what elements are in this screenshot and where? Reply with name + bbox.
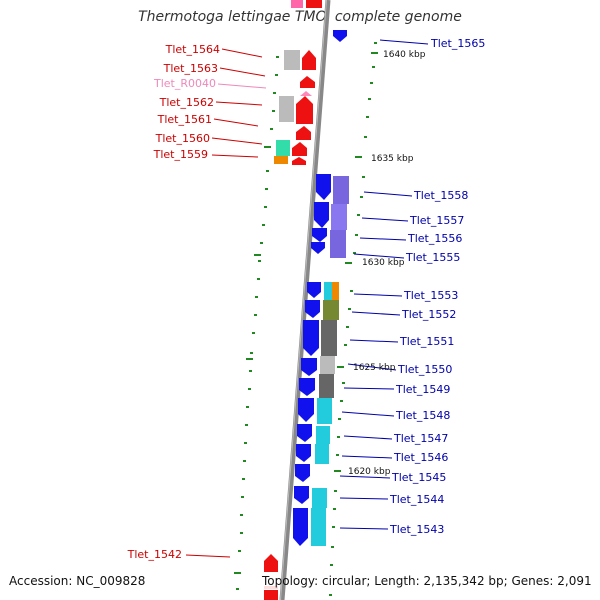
gene-block-1560 (276, 140, 290, 156)
gene-arrow-1563 (300, 76, 315, 88)
right-gene-labels: Tlet_1565 Tlet_1558 Tlet_1557 Tlet_1556 … (389, 37, 485, 536)
gene-label-right[interactable]: Tlet_1552 (401, 308, 456, 321)
ruler-label: 1630 kbp (362, 258, 405, 268)
gene-block-1559 (274, 156, 288, 164)
gene-label-right[interactable]: Tlet_1550 (397, 363, 452, 376)
gene-arrow-1562 (296, 96, 313, 124)
domain-block-1543 (311, 508, 326, 546)
gene-label-right[interactable]: Tlet_1553 (403, 289, 458, 302)
left-tick-marks (234, 56, 279, 590)
ruler-label: 1625 kbp (353, 363, 396, 373)
domain-block-1550 (320, 356, 335, 374)
gene-arrow-1547 (297, 424, 312, 442)
genome-backbone-highlight (280, 0, 327, 600)
domain-block-1558 (333, 176, 349, 204)
gene-label-right[interactable]: Tlet_1555 (405, 251, 460, 264)
gene-arrow-1558 (316, 174, 331, 200)
gene-arrow-1559 (292, 157, 306, 165)
gene-arrow-1546 (296, 444, 311, 462)
left-strand-genes (264, 0, 322, 600)
gene-stub-bottom (264, 586, 278, 589)
gene-arrow-1560 (292, 142, 307, 156)
rna-leader-line (217, 83, 267, 89)
gene-label-right[interactable]: Tlet_1546 (393, 451, 448, 464)
right-tick-marks (329, 42, 378, 596)
domain-block-1552 (323, 300, 339, 320)
gene-block-1562 (279, 96, 294, 122)
left-gene-labels: Tlet_1564 Tlet_1563 Tlet_R0040 Tlet_1562… (127, 43, 220, 561)
gene-label-left[interactable]: Tlet_1560 (155, 132, 210, 145)
gene-label-left[interactable]: Tlet_1542 (127, 548, 182, 561)
gene-arrow-1552 (305, 300, 320, 318)
gene-label-right[interactable]: Tlet_1549 (395, 383, 450, 396)
gene-arrow-1564 (302, 50, 316, 70)
gene-label-right[interactable]: Tlet_1544 (389, 493, 444, 506)
gene-arrow-1549 (299, 378, 315, 396)
gene-label-right[interactable]: Tlet_1545 (391, 471, 446, 484)
gene-label-right[interactable]: Tlet_1548 (395, 409, 450, 422)
gene-label-left[interactable]: Tlet_1561 (157, 113, 212, 126)
gene-label-right[interactable]: Tlet_1558 (413, 189, 468, 202)
gene-label-right[interactable]: Tlet_1551 (399, 335, 454, 348)
gene-label-left[interactable]: Tlet_1564 (165, 43, 220, 56)
left-leader-lines (185, 48, 266, 558)
domain-block-1556 (330, 230, 346, 258)
ruler-label: 1620 kbp (348, 467, 391, 477)
gene-arrow-1544 (294, 486, 309, 504)
gene-arrow-1543 (293, 508, 308, 546)
map-title: Thermotoga lettingae TMO, complete genom… (138, 9, 462, 25)
gene-arrow-1557 (314, 202, 329, 228)
gene-label-right[interactable]: Tlet_1556 (407, 232, 462, 245)
right-leader-lines (339, 39, 429, 530)
gene-arrow-1553 (307, 282, 321, 298)
domain-block-1553a (324, 282, 332, 300)
gene-label-right[interactable]: Tlet_1565 (430, 37, 485, 50)
gene-arrow-1550 (301, 358, 317, 376)
domain-block-1546 (315, 444, 329, 464)
gene-arrow-r0040 (300, 91, 312, 96)
gene-arrow-1545 (295, 464, 310, 482)
gene-label-left[interactable]: Tlet_1562 (159, 96, 214, 109)
gene-arrow-1542 (264, 554, 278, 572)
gene-arrow-1555 (311, 242, 325, 254)
domain-block-1544 (312, 488, 327, 508)
gene-block-1564 (284, 50, 300, 70)
gene-block-bottom (264, 590, 278, 600)
gene-top-stub-b (306, 0, 322, 8)
gene-arrow-1561 (296, 126, 311, 140)
gene-label-right[interactable]: Tlet_1557 (409, 214, 464, 227)
domain-block-1551 (321, 320, 337, 356)
domain-block-1557 (331, 204, 347, 230)
domain-block-1553b (332, 282, 339, 300)
right-strand-genes (293, 30, 349, 546)
domain-block-1547 (316, 426, 330, 444)
ruler-label: 1640 kbp (383, 50, 426, 60)
gene-arrow-1565 (333, 30, 347, 42)
gene-arrow-1551 (303, 320, 319, 356)
ruler-labels: 1640 kbp 1635 kbp 1630 kbp 1625 kbp 1620… (348, 50, 426, 477)
domain-block-1549 (319, 374, 334, 398)
gene-label-right[interactable]: Tlet_1543 (389, 523, 444, 536)
ruler-label: 1635 kbp (371, 154, 414, 164)
gene-top-stub-a (291, 0, 303, 8)
genome-summary-text: Topology: circular; Length: 2,135,342 bp… (262, 574, 592, 588)
gene-label-left[interactable]: Tlet_1559 (153, 148, 208, 161)
gene-label-left[interactable]: Tlet_R0040 (153, 77, 216, 90)
domain-block-1548 (317, 398, 332, 424)
accession-text: Accession: NC_009828 (9, 574, 146, 588)
gene-label-left[interactable]: Tlet_1563 (163, 62, 218, 75)
gene-arrow-1556 (312, 228, 327, 242)
gene-label-right[interactable]: Tlet_1547 (393, 432, 448, 445)
gene-arrow-1548 (298, 398, 314, 422)
